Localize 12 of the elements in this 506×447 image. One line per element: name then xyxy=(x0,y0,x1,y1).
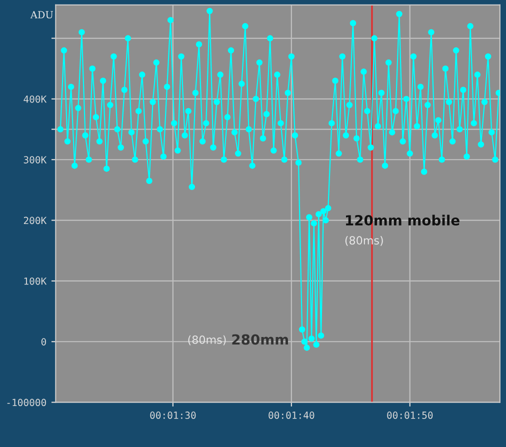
y-tick-label: -100000 xyxy=(7,398,46,406)
annotation: 280mm xyxy=(232,334,288,345)
y-tick-label: 0 xyxy=(41,338,46,346)
y-tick-label: 300K xyxy=(24,156,47,164)
y-tick-label: 200K xyxy=(24,216,47,224)
annotation: (80ms) xyxy=(188,335,226,346)
y-tick-label: 100K xyxy=(24,277,47,285)
x-tick-label: 00:01:40 xyxy=(268,412,314,419)
x-tick-label: 00:01:50 xyxy=(387,412,433,419)
x-tick-label: 00:01:30 xyxy=(150,412,196,419)
y-axis-title: ADU xyxy=(30,11,53,18)
y-tick-label: 400K xyxy=(24,95,47,103)
